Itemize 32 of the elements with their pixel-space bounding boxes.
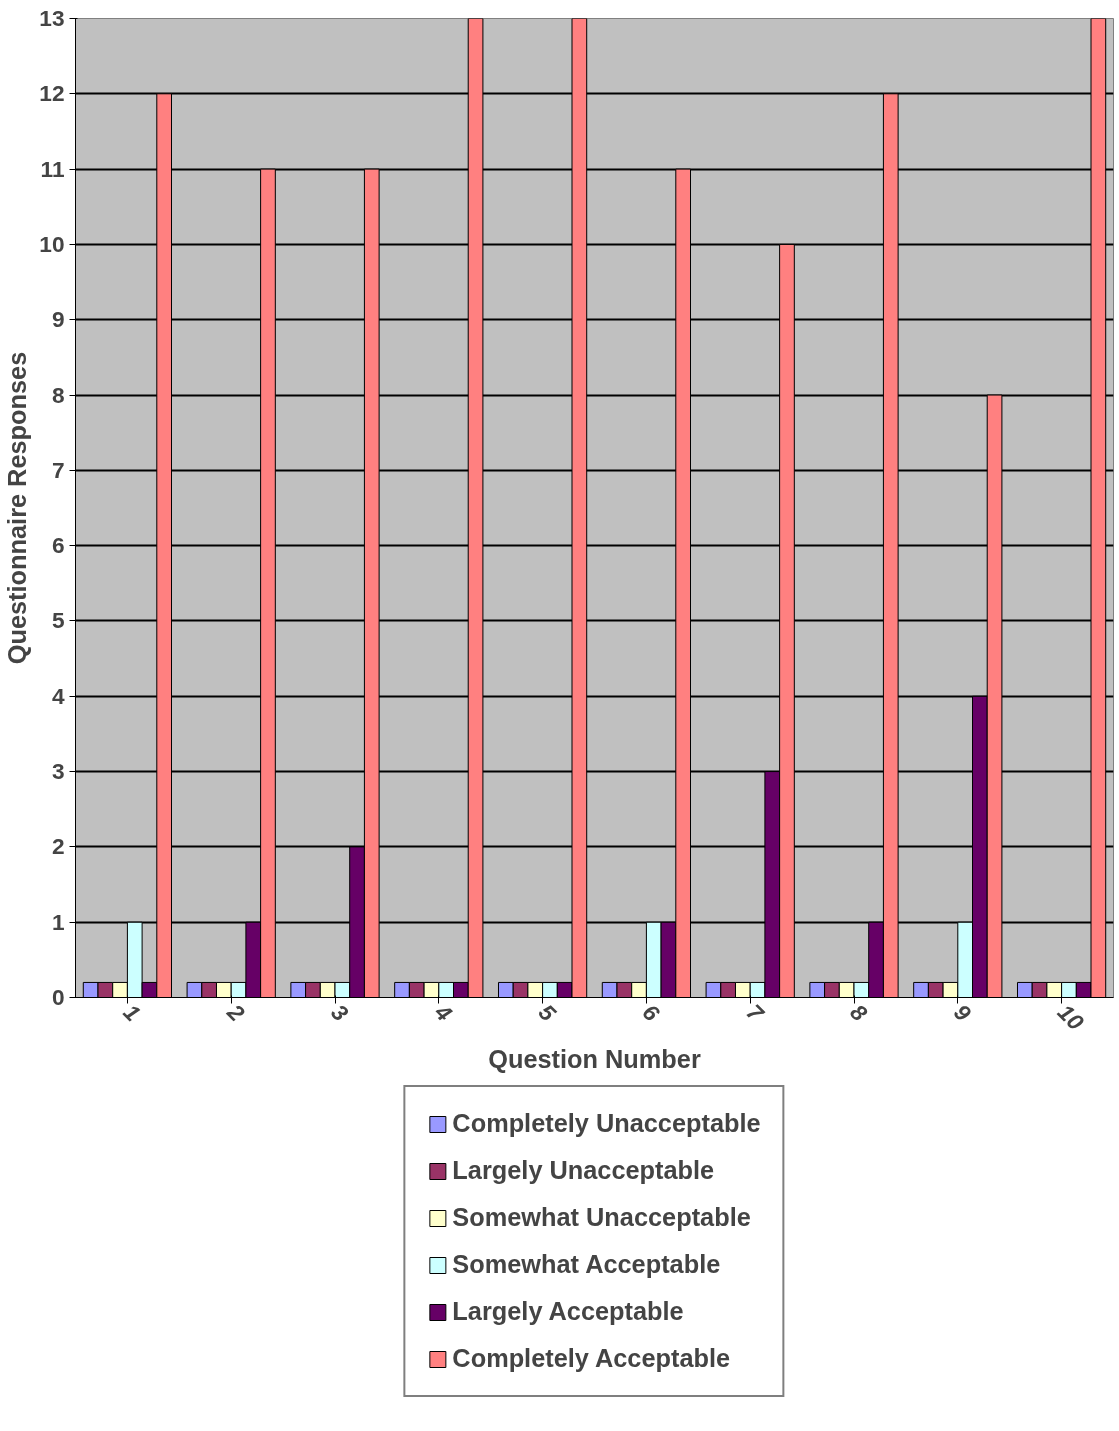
y-tick-label: 0	[51, 984, 65, 1010]
y-tick-label: 10	[39, 230, 65, 257]
x-tick-label: 7	[741, 998, 770, 1028]
y-axis-title: Questionnaire Responses	[3, 351, 32, 665]
y-tick-label: 8	[51, 381, 65, 408]
y-tick-label: 1	[51, 908, 65, 935]
x-tick-label: 9	[948, 998, 977, 1027]
x-tick-label: 4	[429, 998, 458, 1027]
legend-label: Completely Acceptable	[452, 1344, 731, 1373]
y-tick-label: 4	[51, 682, 65, 709]
legend-label: Largely Acceptable	[452, 1297, 684, 1326]
y-tick-label: 6	[51, 532, 65, 559]
legend-label: Somewhat Unacceptable	[452, 1203, 751, 1232]
y-tick-label: 7	[51, 456, 65, 483]
x-tick-label: 1	[118, 998, 146, 1027]
y-tick-label: 11	[40, 155, 65, 182]
x-tick-label: 10	[1052, 998, 1090, 1036]
x-tick-label: 5	[533, 998, 562, 1027]
y-tick-label: 5	[51, 607, 65, 634]
legend-label: Largely Unacceptable	[452, 1156, 715, 1185]
legend-label: Completely Unacceptable	[452, 1109, 761, 1138]
y-tick-label: 13	[39, 5, 65, 31]
x-axis-title: Question Number	[488, 1044, 701, 1073]
y-tick-label: 12	[39, 80, 65, 107]
x-tick-label: 3	[326, 998, 354, 1027]
x-tick-label: 8	[845, 998, 873, 1027]
y-tick-label: 9	[51, 306, 65, 333]
x-tick-label: 2	[221, 998, 250, 1027]
legend-label: Somewhat Acceptable	[452, 1250, 721, 1279]
x-tick-label: 6	[637, 998, 666, 1027]
y-tick-label: 3	[51, 758, 65, 785]
y-tick-label: 2	[51, 833, 65, 860]
